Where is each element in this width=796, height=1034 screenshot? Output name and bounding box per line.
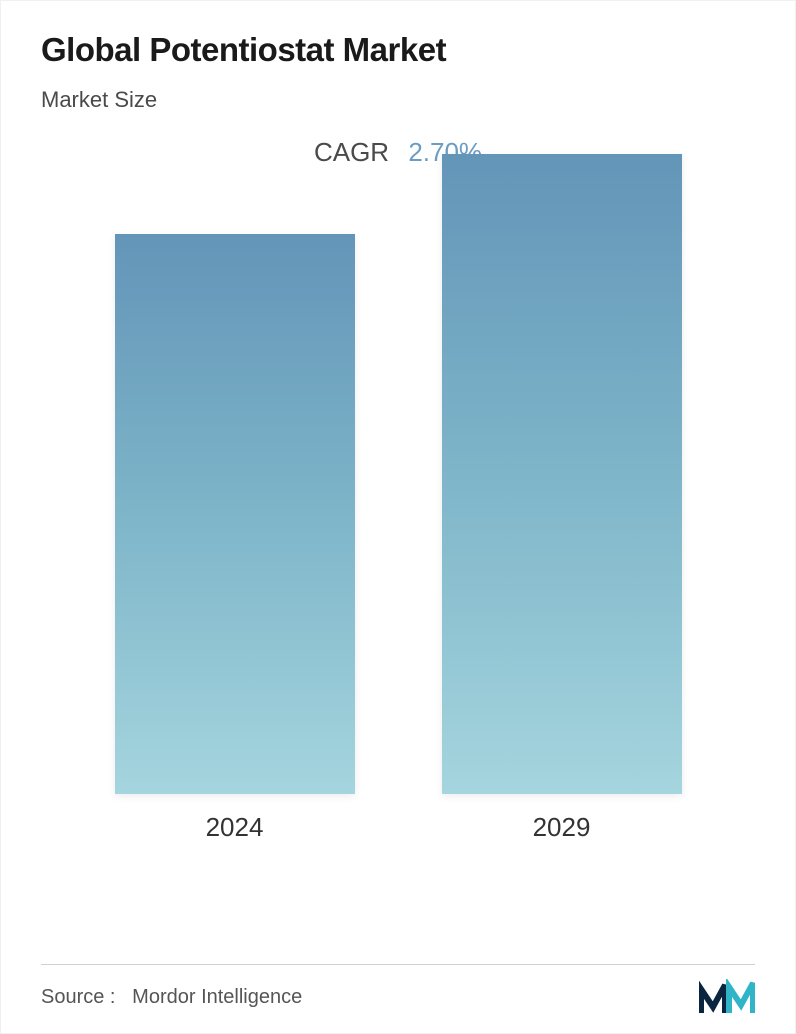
chart-title: Global Potentiostat Market (41, 31, 755, 69)
footer: Source : Mordor Intelligence (41, 964, 755, 1015)
chart-container: Global Potentiostat Market Market Size C… (0, 0, 796, 1034)
source-name: Mordor Intelligence (132, 986, 302, 1008)
bar-1 (442, 154, 682, 794)
bars-wrapper: 2024 2029 (41, 178, 755, 843)
bar-group-1: 2029 (422, 154, 702, 843)
bar-label-1: 2029 (533, 812, 591, 843)
mordor-logo-icon (699, 979, 755, 1015)
bar-0 (115, 234, 355, 794)
chart-area: 2024 2029 (41, 178, 755, 898)
source-label: Source : (41, 986, 115, 1008)
bar-label-0: 2024 (206, 812, 264, 843)
bar-group-0: 2024 (95, 234, 375, 843)
cagr-label: CAGR (314, 137, 389, 167)
chart-subtitle: Market Size (41, 87, 755, 113)
source-text: Source : Mordor Intelligence (41, 986, 302, 1009)
